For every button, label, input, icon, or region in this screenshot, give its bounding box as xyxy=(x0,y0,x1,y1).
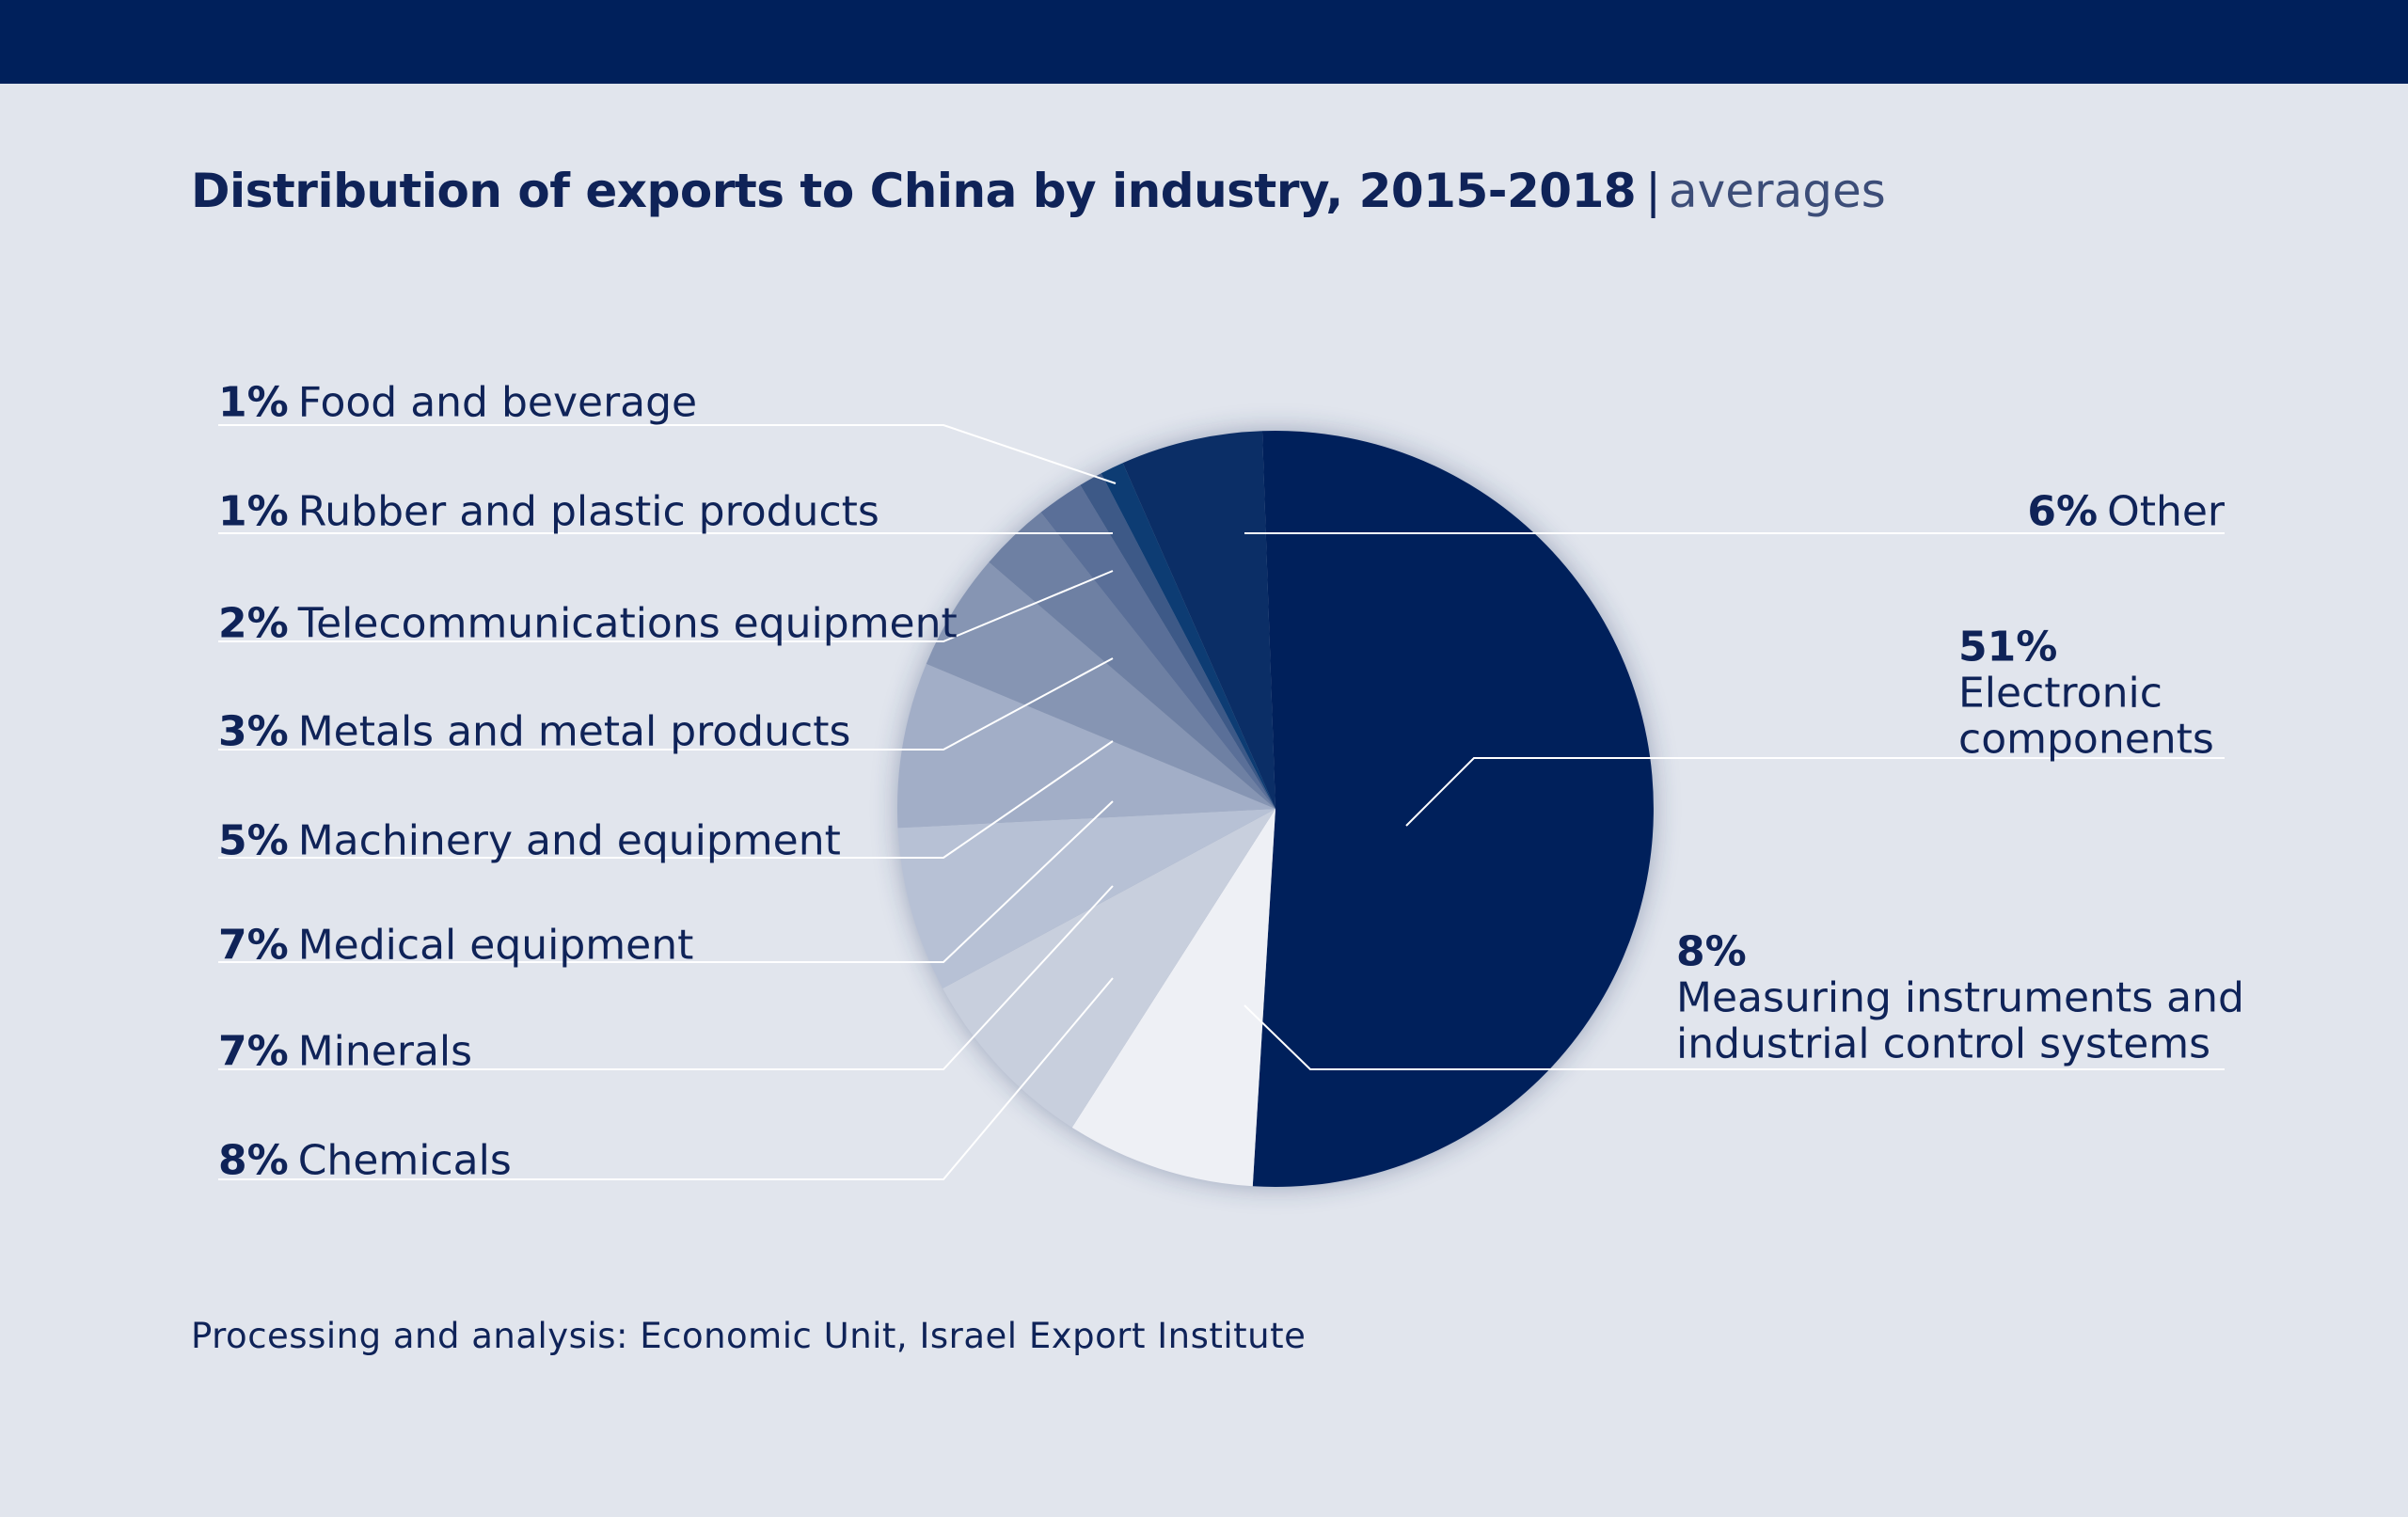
pie-slice-minerals xyxy=(897,809,1275,988)
pie-slice-telecommunications-equipment xyxy=(1040,484,1275,809)
slice-name-food-and-beverage: Food and beverage xyxy=(298,378,697,426)
slice-value-other: 6% xyxy=(2027,487,2098,535)
slice-name-minerals: Minerals xyxy=(298,1027,472,1075)
slice-value-electronic-components: 51% xyxy=(1958,623,2057,671)
leader-line-chemicals xyxy=(218,977,1114,1180)
header-bar xyxy=(0,0,2408,84)
slice-value-rubber-and-plastic-products: 1% xyxy=(218,487,289,535)
slice-name-measuring-instruments-and-industrial-control-systems-line-2: industrial control systems xyxy=(1676,1019,2210,1067)
slice-value-minerals: 7% xyxy=(218,1027,289,1075)
leader-line-minerals xyxy=(218,885,1114,1070)
slice-label-rubber-and-plastic-products: 1% Rubber and plastic products xyxy=(218,487,879,535)
pie-slice-other xyxy=(1122,431,1275,809)
pie-slice-food-and-beverage xyxy=(1101,463,1275,809)
slice-name-machinery-and-equipment: Machinery and equipment xyxy=(298,816,841,864)
slice-value-medical-equipment: 7% xyxy=(218,921,289,969)
slice-name-telecommunications-equipment: Telecommunications equipment xyxy=(297,599,958,647)
slice-label-machinery-and-equipment: 5% Machinery and equipment xyxy=(218,816,841,864)
slice-label-chemicals: 8% Chemicals xyxy=(218,1136,512,1184)
leader-line-telecommunications-equipment xyxy=(218,570,1114,642)
slice-value-metals-and-metal-products: 3% xyxy=(218,707,289,755)
leader-line-food-and-beverage xyxy=(218,424,1117,484)
chart-subtitle: averages xyxy=(1669,164,1886,218)
slice-label-other: 6% Other xyxy=(2027,487,2226,535)
slice-name-measuring-instruments-and-industrial-control-systems-line-1: Measuring instruments and xyxy=(1676,973,2244,1021)
slice-value-telecommunications-equipment: 2% xyxy=(218,599,289,647)
slice-label-telecommunications-equipment: 2% Telecommunications equipment xyxy=(218,599,958,647)
slice-name-electronic-components-line-2: components xyxy=(1958,715,2214,763)
slice-name-medical-equipment: Medical equipment xyxy=(298,921,694,969)
leader-line-machinery-and-equipment xyxy=(218,740,1114,859)
chart-title: Distribution of exports to China by indu… xyxy=(191,158,1886,224)
leader-line-measuring-instruments-and-industrial-control-systems xyxy=(1244,1004,2225,1070)
leader-line-metals-and-metal-products xyxy=(218,657,1114,751)
slice-name-electronic-components-line-1: Electronic xyxy=(1958,669,2162,717)
slice-value-measuring-instruments-and-industrial-control-systems: 8% xyxy=(1676,927,1747,975)
slice-value-chemicals: 8% xyxy=(218,1136,289,1184)
slice-name-rubber-and-plastic-products: Rubber and plastic products xyxy=(298,487,879,535)
source-note: Processing and analysis: Economic Unit, … xyxy=(191,1316,1307,1356)
leader-lines xyxy=(218,424,2225,1180)
slice-label-metals-and-metal-products: 3% Metals and metal products xyxy=(218,707,850,755)
slice-label-minerals: 7% Minerals xyxy=(218,1027,472,1075)
slice-label-food-and-beverage: 1% Food and beverage xyxy=(218,378,697,426)
chart-title-main: Distribution of exports to China by indu… xyxy=(191,164,1637,218)
pie-slice-chemicals xyxy=(943,809,1275,1128)
slice-label-medical-equipment: 7% Medical equipment xyxy=(218,921,693,969)
pie-slices xyxy=(897,430,1654,1187)
pie-slice-medical-equipment xyxy=(897,663,1275,829)
pie-slice-rubber-and-plastic-products xyxy=(1080,473,1275,809)
leader-line-electronic-components xyxy=(1405,757,2225,827)
pie-slice-measuring-instruments-and-industrial-control-systems xyxy=(1071,809,1275,1187)
slice-value-machinery-and-equipment: 5% xyxy=(218,816,289,864)
pie-slice-machinery-and-equipment xyxy=(926,561,1275,809)
slice-name-metals-and-metal-products: Metals and metal products xyxy=(298,707,851,755)
slice-name-other: Other xyxy=(2107,487,2226,535)
title-separator: | xyxy=(1645,164,1662,218)
pie-slice-electronic-components xyxy=(1252,430,1654,1187)
slice-name-chemicals: Chemicals xyxy=(298,1136,512,1184)
pie-slice-metals-and-metal-products xyxy=(989,512,1275,809)
leader-line-medical-equipment xyxy=(218,800,1114,963)
slice-value-food-and-beverage: 1% xyxy=(218,378,289,426)
